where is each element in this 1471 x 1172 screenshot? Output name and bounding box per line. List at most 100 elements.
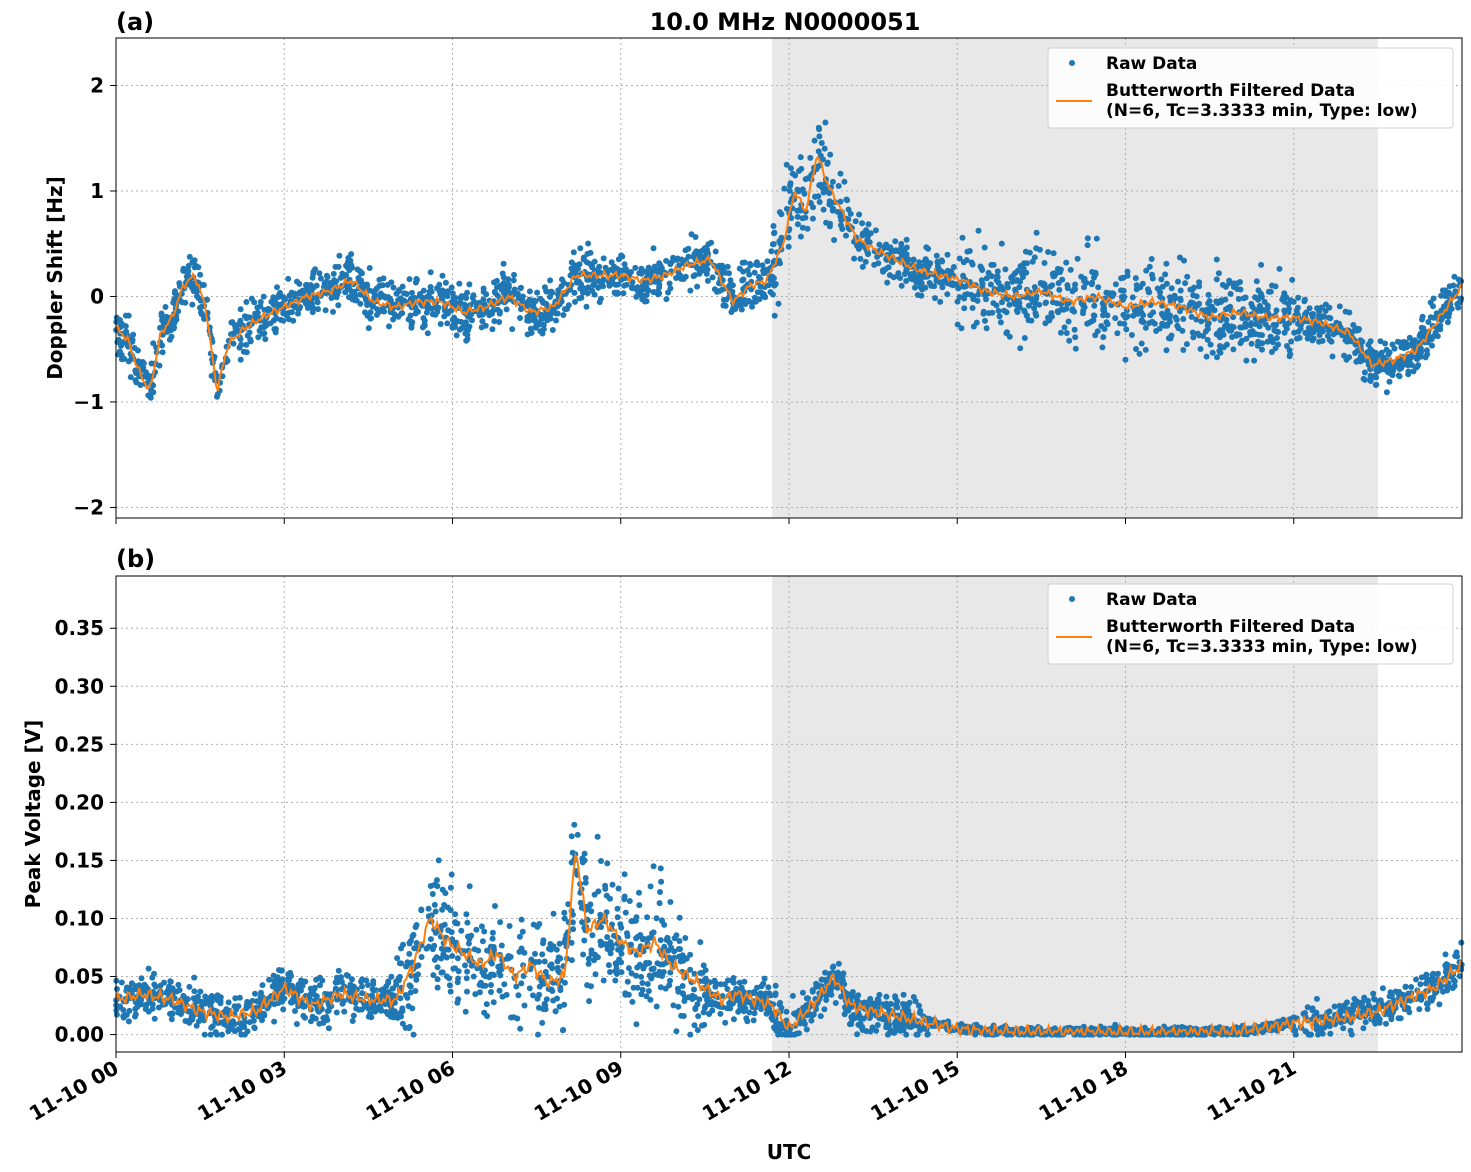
raw-data-point [691,272,698,279]
raw-data-point [252,990,258,997]
raw-data-point [497,919,504,926]
raw-data-point [1286,305,1292,312]
raw-data-point [1088,281,1095,288]
raw-data-point [589,932,596,939]
raw-data-point [865,251,871,258]
raw-data-point [1143,267,1150,274]
raw-data-point [809,215,816,222]
raw-data-point [657,865,664,872]
raw-data-point [1190,334,1197,341]
raw-data-point [829,178,836,185]
raw-data-point [798,165,805,172]
raw-data-point [195,1018,202,1025]
raw-data-point [1368,350,1374,357]
raw-data-point [1028,317,1035,324]
raw-data-point [687,966,694,973]
raw-data-point [349,1018,356,1024]
raw-data-point [696,996,703,1003]
raw-data-point [770,241,777,247]
raw-data-point [633,972,640,979]
raw-data-point [670,1002,677,1009]
raw-data-point [189,301,196,308]
raw-data-point [922,284,929,291]
raw-data-point [1430,295,1437,302]
raw-data-point [125,312,132,319]
raw-data-point [462,304,469,311]
raw-data-point [543,996,550,1003]
raw-data-point [585,240,592,247]
raw-data-point [559,1027,566,1034]
raw-data-point [481,928,488,935]
raw-data-point [629,998,636,1005]
raw-data-point [159,331,166,338]
raw-data-point [280,1006,287,1013]
raw-data-point [1275,341,1282,348]
raw-data-point [1361,369,1368,376]
raw-data-point [455,975,462,982]
raw-data-point [783,1008,790,1015]
raw-data-point [491,279,497,286]
raw-data-point [803,1026,810,1033]
raw-data-point [884,1031,891,1038]
raw-data-point [434,976,441,983]
raw-data-point [503,306,510,313]
raw-data-point [549,327,556,333]
raw-data-point [910,257,917,264]
raw-data-point [859,220,866,227]
raw-data-point [856,211,863,218]
raw-data-point [1183,341,1190,348]
raw-data-point [695,1013,702,1020]
raw-data-point [496,319,503,325]
raw-data-point [407,312,414,319]
raw-data-point [521,1002,528,1009]
raw-data-point [315,306,321,313]
raw-data-point [295,290,302,297]
raw-data-point [515,992,522,999]
raw-data-point [898,282,905,289]
raw-data-point [569,849,576,856]
raw-data-point [560,312,567,318]
raw-data-point [639,986,646,993]
raw-data-point [1441,303,1447,310]
raw-data-point [116,317,123,323]
raw-data-point [1099,344,1106,351]
raw-data-point [1302,1028,1309,1035]
raw-data-point [911,284,918,291]
raw-data-point [653,915,660,922]
raw-data-point [424,330,431,337]
legend-filtered-label-line1: Butterworth Filtered Data [1106,81,1355,101]
raw-data-point [975,291,982,298]
raw-data-point [1378,349,1385,356]
raw-data-point [198,309,204,316]
raw-data-point [1423,971,1430,978]
raw-data-point [518,916,525,923]
raw-data-point [1230,346,1237,353]
raw-data-point [1149,318,1156,325]
raw-data-point [251,1024,258,1031]
raw-data-point [749,303,755,310]
raw-data-point [468,932,475,939]
raw-data-point [618,950,625,957]
raw-data-point [1252,294,1259,301]
raw-data-point [1134,310,1141,317]
raw-data-point [1367,338,1374,345]
raw-data-point [1140,312,1147,319]
raw-data-point [441,902,448,908]
raw-data-point [549,289,556,296]
raw-data-point [236,994,243,1001]
raw-data-point [484,947,491,954]
raw-data-point [1270,322,1277,328]
raw-data-point [1256,303,1263,310]
raw-data-point [673,1028,680,1035]
raw-data-point [1432,990,1439,997]
raw-data-point [983,325,990,332]
raw-data-point [1383,389,1390,396]
raw-data-point [544,317,551,324]
raw-data-point [738,306,745,313]
raw-data-point [317,982,323,989]
raw-data-point [1176,254,1183,261]
raw-data-point [1031,305,1038,312]
raw-data-point [1281,307,1288,314]
raw-data-point [867,1028,874,1035]
raw-data-point [118,979,125,986]
